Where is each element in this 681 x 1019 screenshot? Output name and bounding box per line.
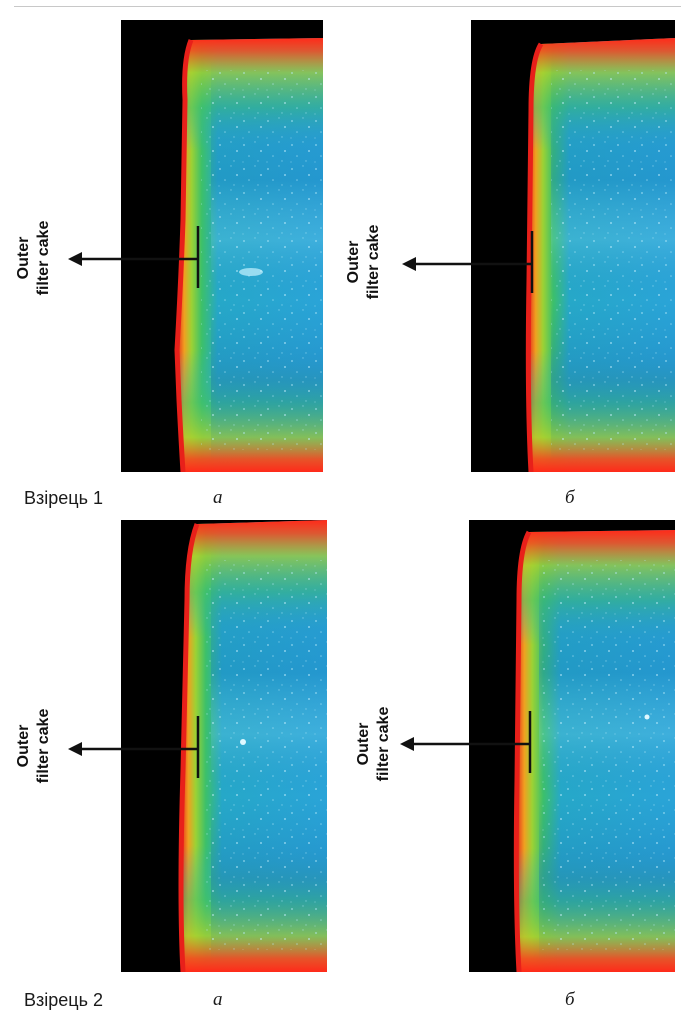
outer-filter-cake-label-1a: Outer filter cake: [14, 178, 62, 338]
label-line-1: Outer: [345, 240, 362, 284]
label-line-2: filter cake: [375, 706, 392, 782]
outer-filter-cake-label-1b: Outer filter cake: [344, 182, 392, 342]
thermal-image-sample2-b: [469, 520, 675, 972]
panel-letter-2b: б: [565, 989, 575, 1010]
thermal-image-sample1-b: [471, 20, 675, 472]
panel-letter-1b: б: [565, 487, 575, 508]
arrow-icon: [68, 226, 200, 288]
label-line-1: Outer: [15, 236, 32, 280]
panel-letter-2a: а: [213, 989, 223, 1010]
sample-label-1: Взірець 1: [24, 488, 103, 508]
label-line-1: Outer: [355, 722, 372, 766]
sample-label-2: Взірець 2: [24, 990, 103, 1010]
top-rule: [14, 6, 681, 7]
label-line-1: Outer: [15, 724, 32, 768]
outer-filter-cake-label-2b: Outer filter cake: [354, 664, 402, 824]
thermal-image-sample1-a: [121, 20, 323, 472]
label-line-2: filter cake: [365, 224, 382, 300]
arrow-icon: [402, 231, 534, 293]
panel-letter-1a: а: [213, 487, 223, 508]
label-line-2: filter cake: [35, 220, 52, 296]
outer-filter-cake-label-2a: Outer filter cake: [14, 666, 62, 826]
thermal-image-sample2-a: [121, 520, 327, 972]
arrow-icon: [400, 711, 532, 773]
label-line-2: filter cake: [35, 708, 52, 784]
arrow-icon: [68, 716, 200, 778]
